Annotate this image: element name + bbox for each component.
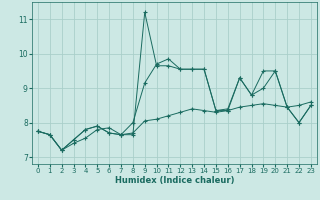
X-axis label: Humidex (Indice chaleur): Humidex (Indice chaleur) — [115, 176, 234, 185]
